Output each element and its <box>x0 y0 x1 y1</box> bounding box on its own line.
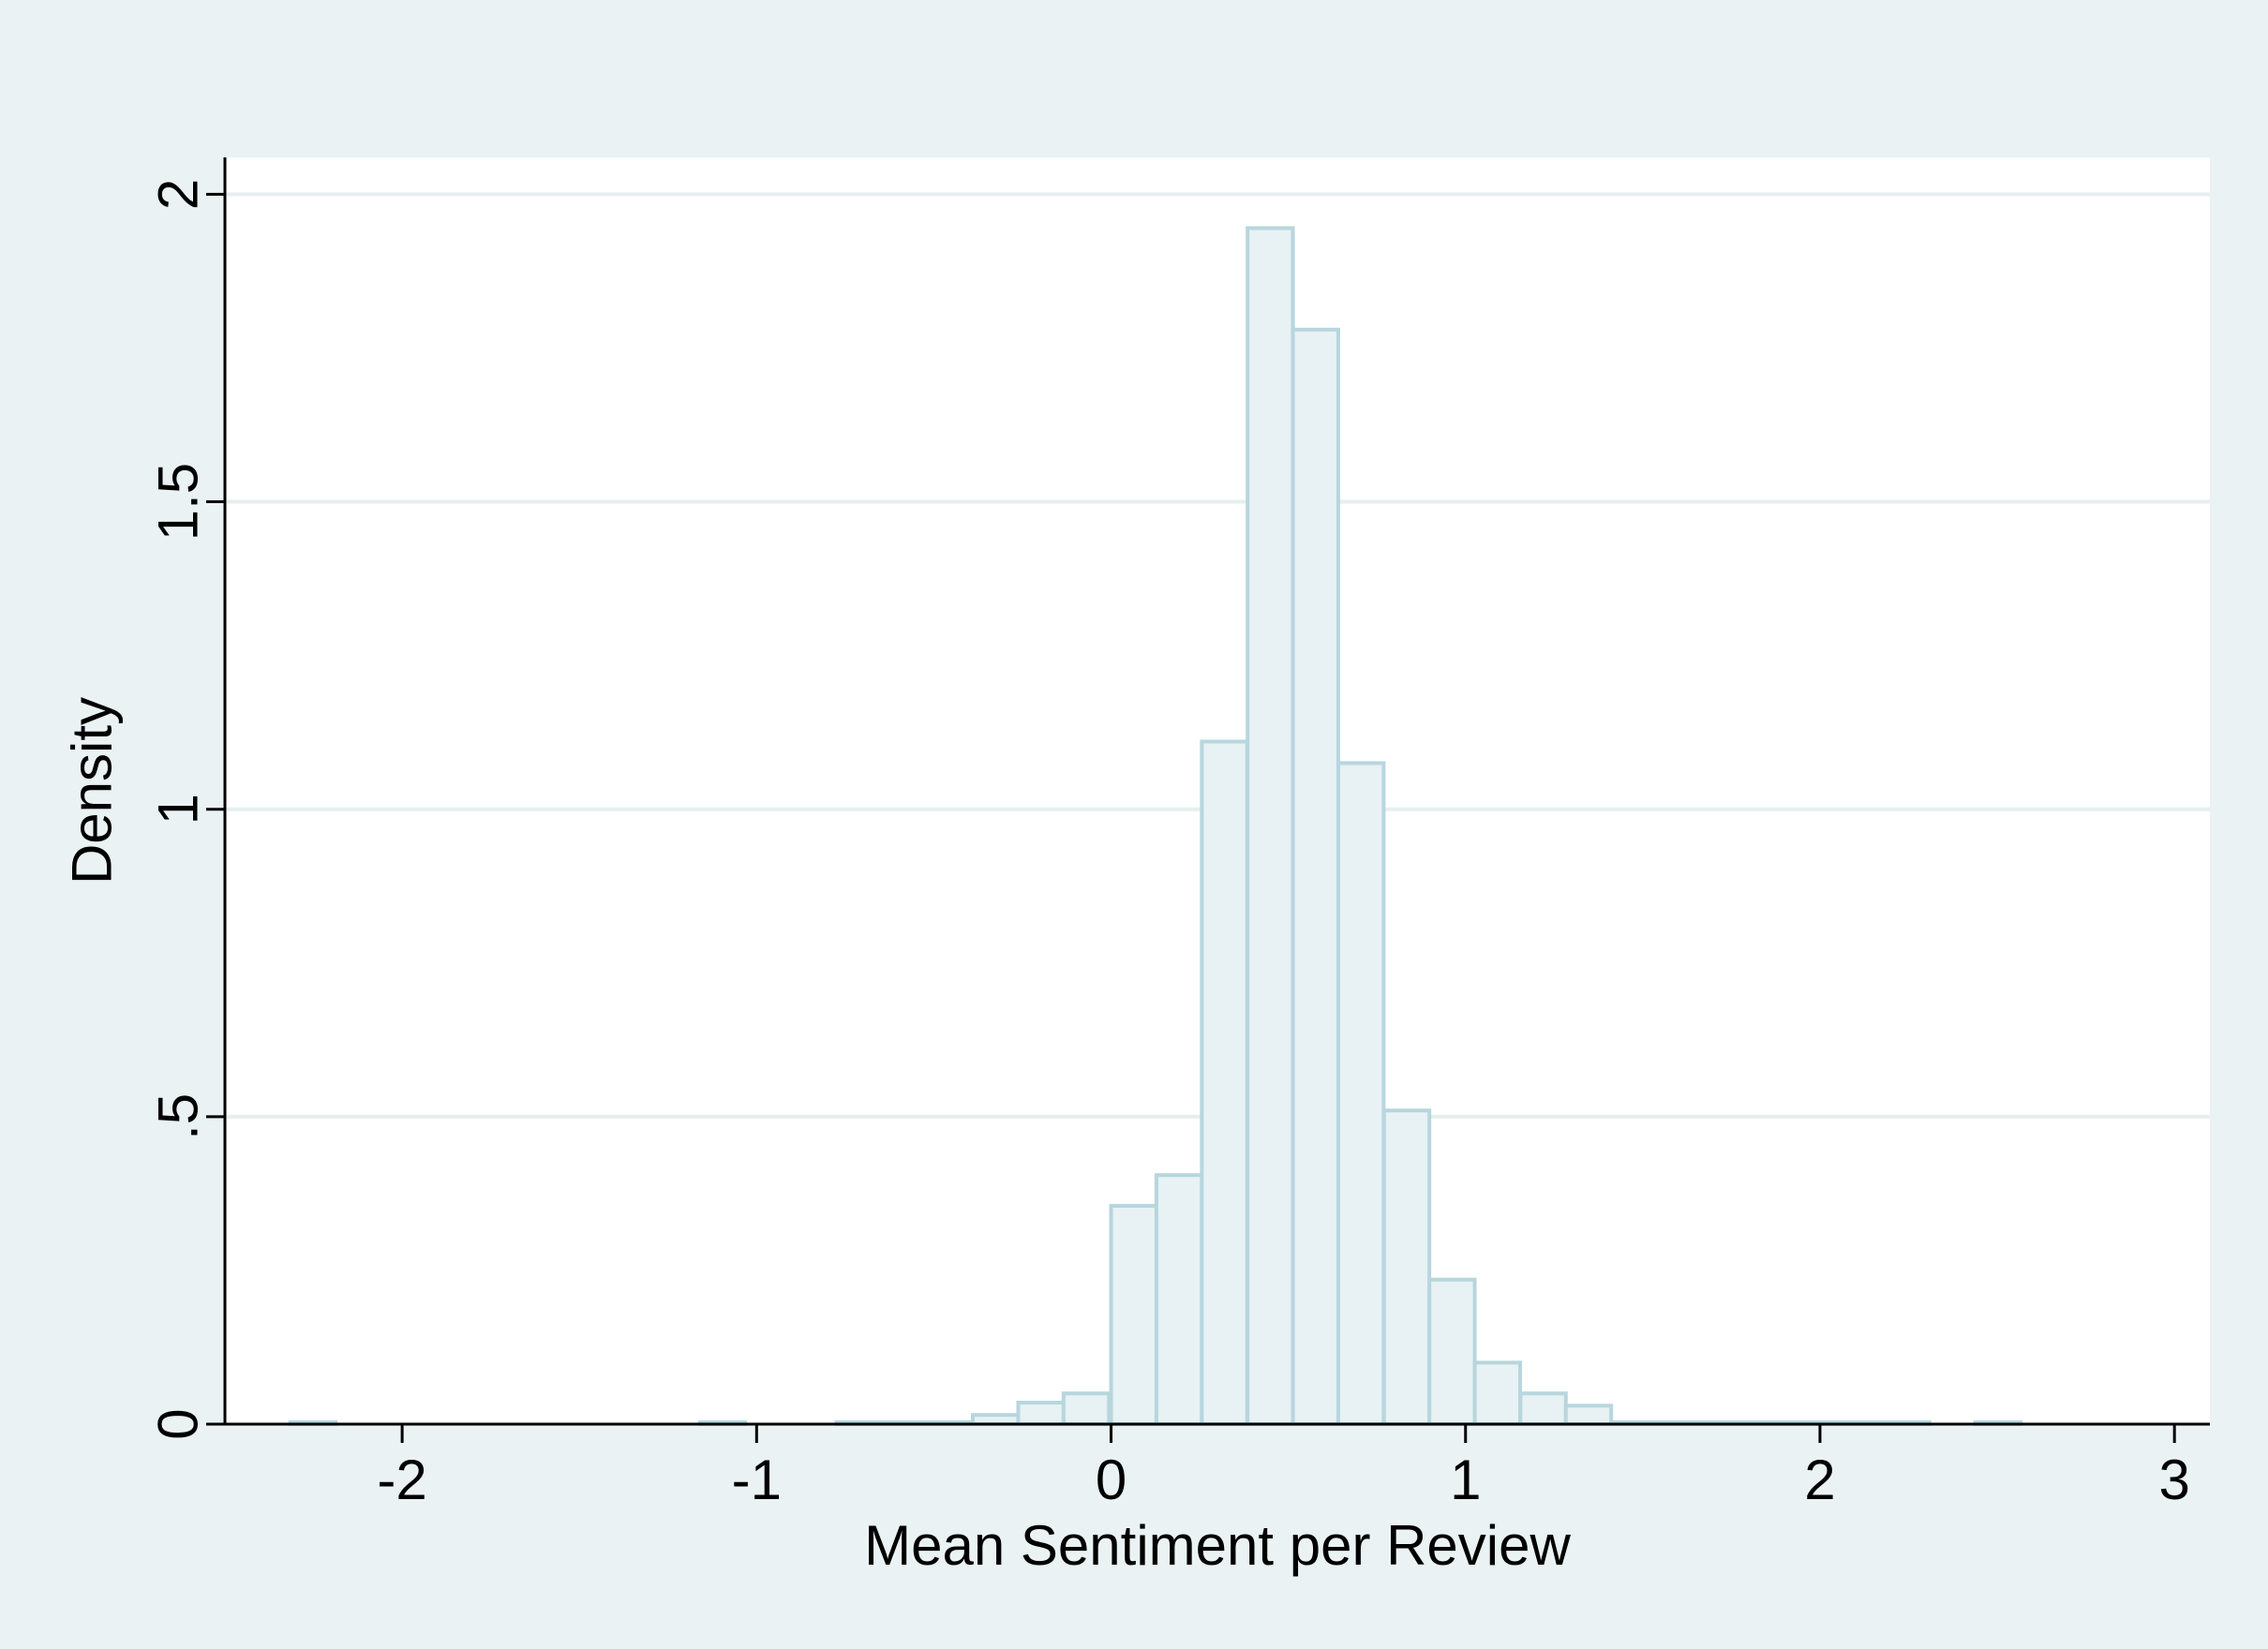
histogram-bar <box>1291 327 1340 1427</box>
tick-labels: -2 -1 0 1 2 3 0 .5 1 1.5 2 <box>147 179 2190 1511</box>
x-tick-label: -1 <box>732 1448 782 1511</box>
histogram-bar <box>1200 739 1249 1426</box>
x-tick-label: 2 <box>1804 1448 1835 1511</box>
y-tick-label: 1 <box>147 794 210 824</box>
histogram-bar <box>1563 1404 1614 1426</box>
histogram-bar <box>1335 761 1386 1426</box>
y-tick-label: .5 <box>147 1093 210 1140</box>
x-axis-title: Mean Sentiment per Review <box>864 1514 1571 1577</box>
histogram-bar <box>1472 1360 1522 1426</box>
x-tick-label: 1 <box>1450 1448 1481 1511</box>
y-axis-title: Density <box>61 697 124 884</box>
histogram-bar <box>1246 226 1295 1427</box>
x-tick-label: -2 <box>377 1448 426 1511</box>
histogram-bar <box>1154 1173 1204 1427</box>
x-tick-label: 0 <box>1096 1448 1127 1511</box>
histogram-bar <box>1381 1108 1432 1426</box>
axes <box>206 157 2210 1443</box>
y-tick-label: 1.5 <box>147 463 210 541</box>
histogram-bar <box>1427 1277 1477 1426</box>
histogram-bar <box>1061 1391 1112 1426</box>
x-tick-label: 3 <box>2158 1448 2189 1511</box>
histogram-bar <box>1109 1204 1158 1427</box>
y-tick-label: 2 <box>147 179 210 210</box>
histogram-bars <box>288 226 2023 1427</box>
histogram-bar <box>1016 1401 1066 1427</box>
y-tick-label: 0 <box>147 1408 210 1439</box>
histogram-bar <box>1518 1391 1568 1426</box>
